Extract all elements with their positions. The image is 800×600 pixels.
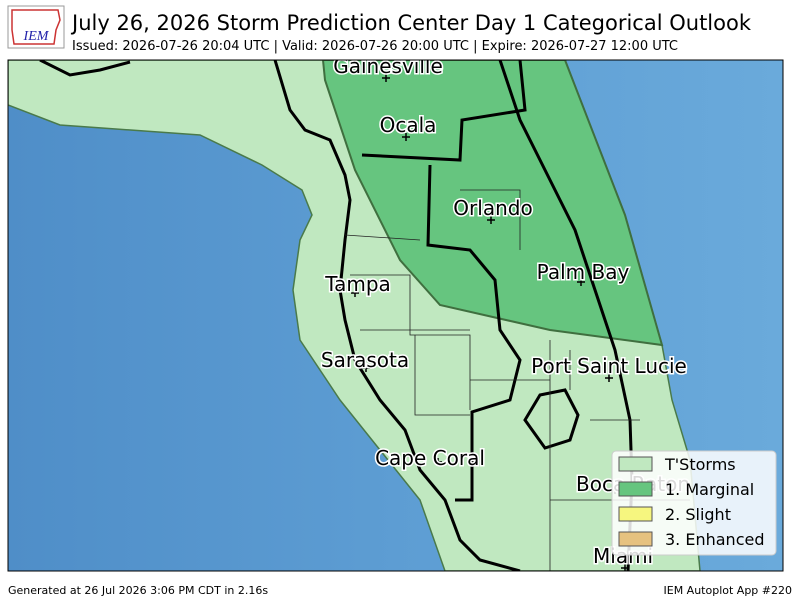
- city-label: Ocala: [380, 113, 437, 137]
- coast-line: [273, 60, 521, 571]
- map-frame: [7, 59, 784, 572]
- logo: IEM: [7, 5, 65, 49]
- city-label: Orlando: [453, 196, 532, 220]
- legend-swatch: [618, 456, 653, 472]
- city-label: Palm Bay: [537, 260, 630, 284]
- legend-swatch: [618, 506, 653, 522]
- city-marker: [402, 133, 410, 141]
- city-marker: [577, 278, 585, 286]
- city-marker: [434, 458, 442, 466]
- city-label: Gainesville: [333, 54, 443, 78]
- legend-swatch: [618, 531, 653, 547]
- legend-label: 3. Enhanced: [665, 530, 764, 549]
- footer-left: Generated at 26 Jul 2026 3:06 PM CDT in …: [8, 584, 268, 597]
- legend: T'Storms 1. Marginal 2. Slight 3. Enhanced: [611, 450, 777, 556]
- county-line: [361, 60, 527, 162]
- footer-right: IEM Autoplot App #220: [664, 584, 793, 597]
- city-marker: [362, 364, 370, 372]
- city-label: Sarasota: [321, 348, 409, 372]
- legend-box: [611, 450, 777, 556]
- county-line: [426, 164, 522, 502]
- city-label: Port Saint Lucie: [531, 354, 687, 378]
- lake: [523, 388, 580, 450]
- city-label: Cape Coral: [375, 446, 485, 470]
- title: July 26, 2026 Storm Prediction Center Da…: [70, 11, 752, 35]
- city-marker: [351, 289, 359, 297]
- city-marker: [487, 216, 495, 224]
- legend-label: T'Storms: [664, 455, 736, 474]
- coast-line: [39, 60, 131, 77]
- city-marker: [605, 374, 613, 382]
- city-marker: [382, 74, 390, 82]
- legend-swatch: [618, 481, 653, 497]
- marginal-area: [321, 60, 664, 347]
- logo-text: IEM: [23, 29, 50, 44]
- map: Gainesville Ocala Orlando Palm Bay Tampa Sara…: [8, 54, 783, 571]
- logo-shape: [11, 9, 61, 45]
- city-label: Tampa: [324, 272, 391, 296]
- legend-label: 1. Marginal: [665, 480, 754, 499]
- subtitle: Issued: 2026-07-26 20:04 UTC | Valid: 20…: [72, 39, 678, 54]
- legend-label: 2. Slight: [665, 505, 731, 524]
